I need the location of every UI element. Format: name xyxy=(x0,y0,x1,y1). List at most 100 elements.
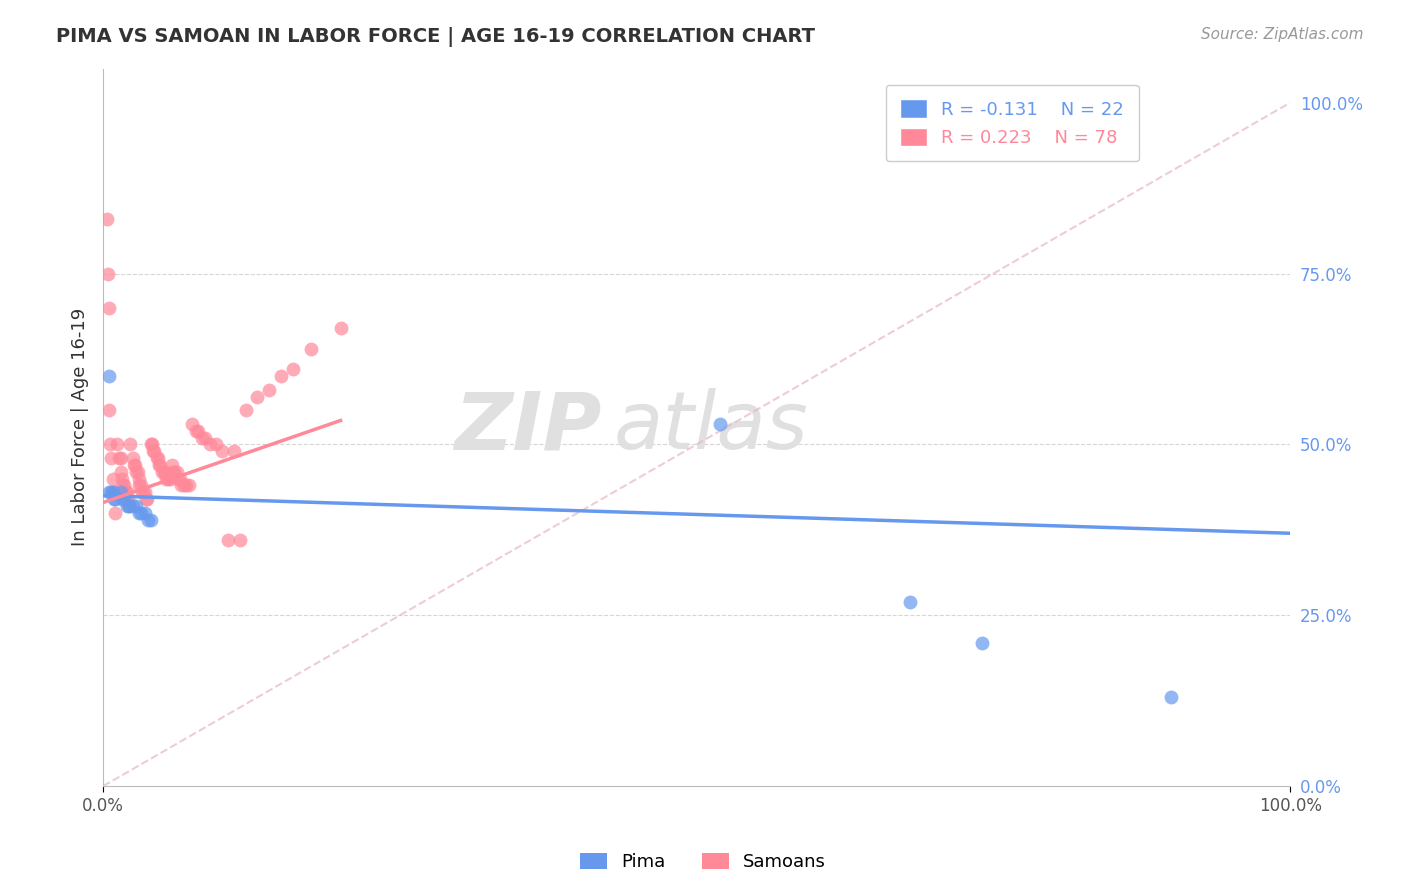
Legend: Pima, Samoans: Pima, Samoans xyxy=(572,846,834,879)
Point xyxy=(104,506,127,520)
Point xyxy=(107,451,129,466)
Point xyxy=(104,492,127,507)
Point xyxy=(163,465,186,479)
Point xyxy=(98,301,121,315)
Point xyxy=(155,472,177,486)
Legend: R = -0.131    N = 22, R = 0.223    N = 78: R = -0.131 N = 22, R = 0.223 N = 78 xyxy=(886,85,1139,161)
Point xyxy=(100,451,122,466)
Text: ZIP: ZIP xyxy=(454,388,602,467)
Point xyxy=(146,451,169,466)
Point xyxy=(190,431,212,445)
Point xyxy=(329,321,352,335)
Point xyxy=(149,458,172,472)
Point xyxy=(98,403,121,417)
Point xyxy=(270,369,292,384)
Point xyxy=(259,383,281,397)
Point xyxy=(129,478,152,492)
Point xyxy=(898,594,921,608)
Point xyxy=(170,478,193,492)
Point xyxy=(103,485,125,500)
Point xyxy=(160,458,183,472)
Point xyxy=(169,472,191,486)
Point xyxy=(228,533,250,547)
Point xyxy=(120,437,142,451)
Point xyxy=(114,478,136,492)
Point xyxy=(145,451,167,466)
Point xyxy=(118,499,141,513)
Point xyxy=(194,431,217,445)
Point xyxy=(246,390,269,404)
Text: atlas: atlas xyxy=(613,388,808,467)
Point xyxy=(100,485,122,500)
Point xyxy=(217,533,239,547)
Point xyxy=(205,437,228,451)
Point xyxy=(139,437,162,451)
Point xyxy=(128,472,150,486)
Point xyxy=(115,499,138,513)
Point xyxy=(118,499,141,513)
Point xyxy=(143,444,166,458)
Point xyxy=(124,458,146,472)
Point xyxy=(114,492,136,507)
Point xyxy=(177,478,200,492)
Point xyxy=(125,465,148,479)
Point xyxy=(281,362,304,376)
Point xyxy=(98,485,121,500)
Point xyxy=(198,437,221,451)
Point xyxy=(122,458,145,472)
Point xyxy=(127,465,149,479)
Point xyxy=(110,465,132,479)
Point xyxy=(134,506,156,520)
Point xyxy=(1160,690,1182,705)
Point xyxy=(111,492,134,507)
Point xyxy=(115,485,138,500)
Point xyxy=(142,444,165,458)
Point xyxy=(115,492,138,507)
Point xyxy=(211,444,233,458)
Point xyxy=(166,465,188,479)
Point xyxy=(125,499,148,513)
Point xyxy=(111,472,134,486)
Point xyxy=(152,465,174,479)
Point xyxy=(162,465,184,479)
Point xyxy=(101,472,124,486)
Point xyxy=(153,465,176,479)
Point xyxy=(159,472,181,486)
Point xyxy=(222,444,245,458)
Point xyxy=(299,342,322,356)
Point xyxy=(103,492,125,507)
Point xyxy=(121,451,143,466)
Point xyxy=(141,437,163,451)
Point xyxy=(187,424,209,438)
Point xyxy=(131,485,153,500)
Point xyxy=(101,485,124,500)
Point xyxy=(167,472,190,486)
Point xyxy=(112,478,135,492)
Point xyxy=(174,478,197,492)
Point xyxy=(129,506,152,520)
Point xyxy=(128,506,150,520)
Point xyxy=(157,472,180,486)
Point xyxy=(136,513,159,527)
Point xyxy=(114,485,136,500)
Point xyxy=(184,424,207,438)
Point xyxy=(173,478,195,492)
Point xyxy=(110,485,132,500)
Point xyxy=(709,417,731,431)
Y-axis label: In Labor Force | Age 16-19: In Labor Force | Age 16-19 xyxy=(72,309,89,547)
Point xyxy=(121,499,143,513)
Point xyxy=(136,492,159,507)
Point xyxy=(98,437,121,451)
Point xyxy=(139,513,162,527)
Point xyxy=(110,451,132,466)
Point xyxy=(128,478,150,492)
Text: Source: ZipAtlas.com: Source: ZipAtlas.com xyxy=(1201,27,1364,42)
Point xyxy=(105,437,128,451)
Point xyxy=(96,211,118,226)
Point xyxy=(98,369,121,384)
Point xyxy=(117,492,139,507)
Point xyxy=(148,458,170,472)
Text: PIMA VS SAMOAN IN LABOR FORCE | AGE 16-19 CORRELATION CHART: PIMA VS SAMOAN IN LABOR FORCE | AGE 16-1… xyxy=(56,27,815,46)
Point xyxy=(235,403,257,417)
Point xyxy=(132,485,155,500)
